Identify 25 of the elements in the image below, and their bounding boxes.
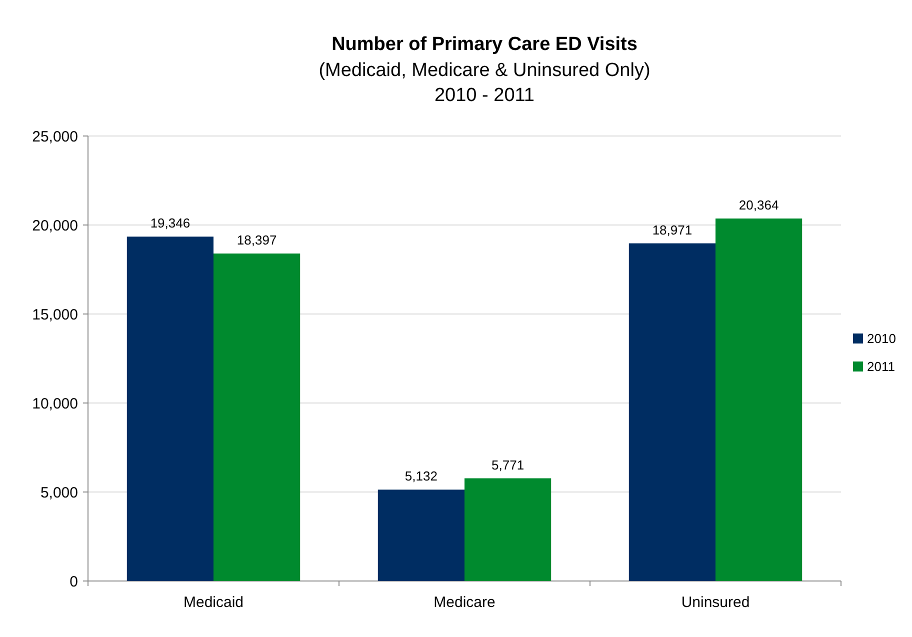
data-label: 18,397 <box>236 232 277 248</box>
data-label: 18,971 <box>652 222 692 238</box>
x-tick-label: Uninsured <box>681 594 750 611</box>
bar <box>126 236 214 581</box>
y-tick-label: 20,000 <box>32 217 78 234</box>
y-tick-label: 5,000 <box>40 484 78 502</box>
x-tick-label: Medicaid <box>183 594 244 611</box>
bar <box>716 218 802 581</box>
y-tick-label: 25,000 <box>32 128 78 146</box>
y-tick-label: 10,000 <box>32 395 78 412</box>
bar <box>628 243 716 581</box>
bar <box>378 490 464 581</box>
data-label: 19,346 <box>150 216 190 231</box>
y-tick-label: 15,000 <box>32 306 78 324</box>
chart-subtitle: (Medicaid, Medicare & Uninsured Only) 2010 - 2011 <box>318 60 650 106</box>
chart-title: Number of Primary Care ED Visits <box>332 34 638 55</box>
bar <box>214 254 300 581</box>
data-label: 5,771 <box>492 457 524 472</box>
bar <box>464 478 552 581</box>
x-tick-label: Medicare <box>434 594 496 611</box>
y-tick-label: 0 <box>70 573 78 590</box>
data-label: 5,132 <box>404 468 438 484</box>
legend-label: 2010 <box>867 331 896 346</box>
legend-label: 2011 <box>867 359 895 374</box>
data-label: 20,364 <box>738 198 779 213</box>
